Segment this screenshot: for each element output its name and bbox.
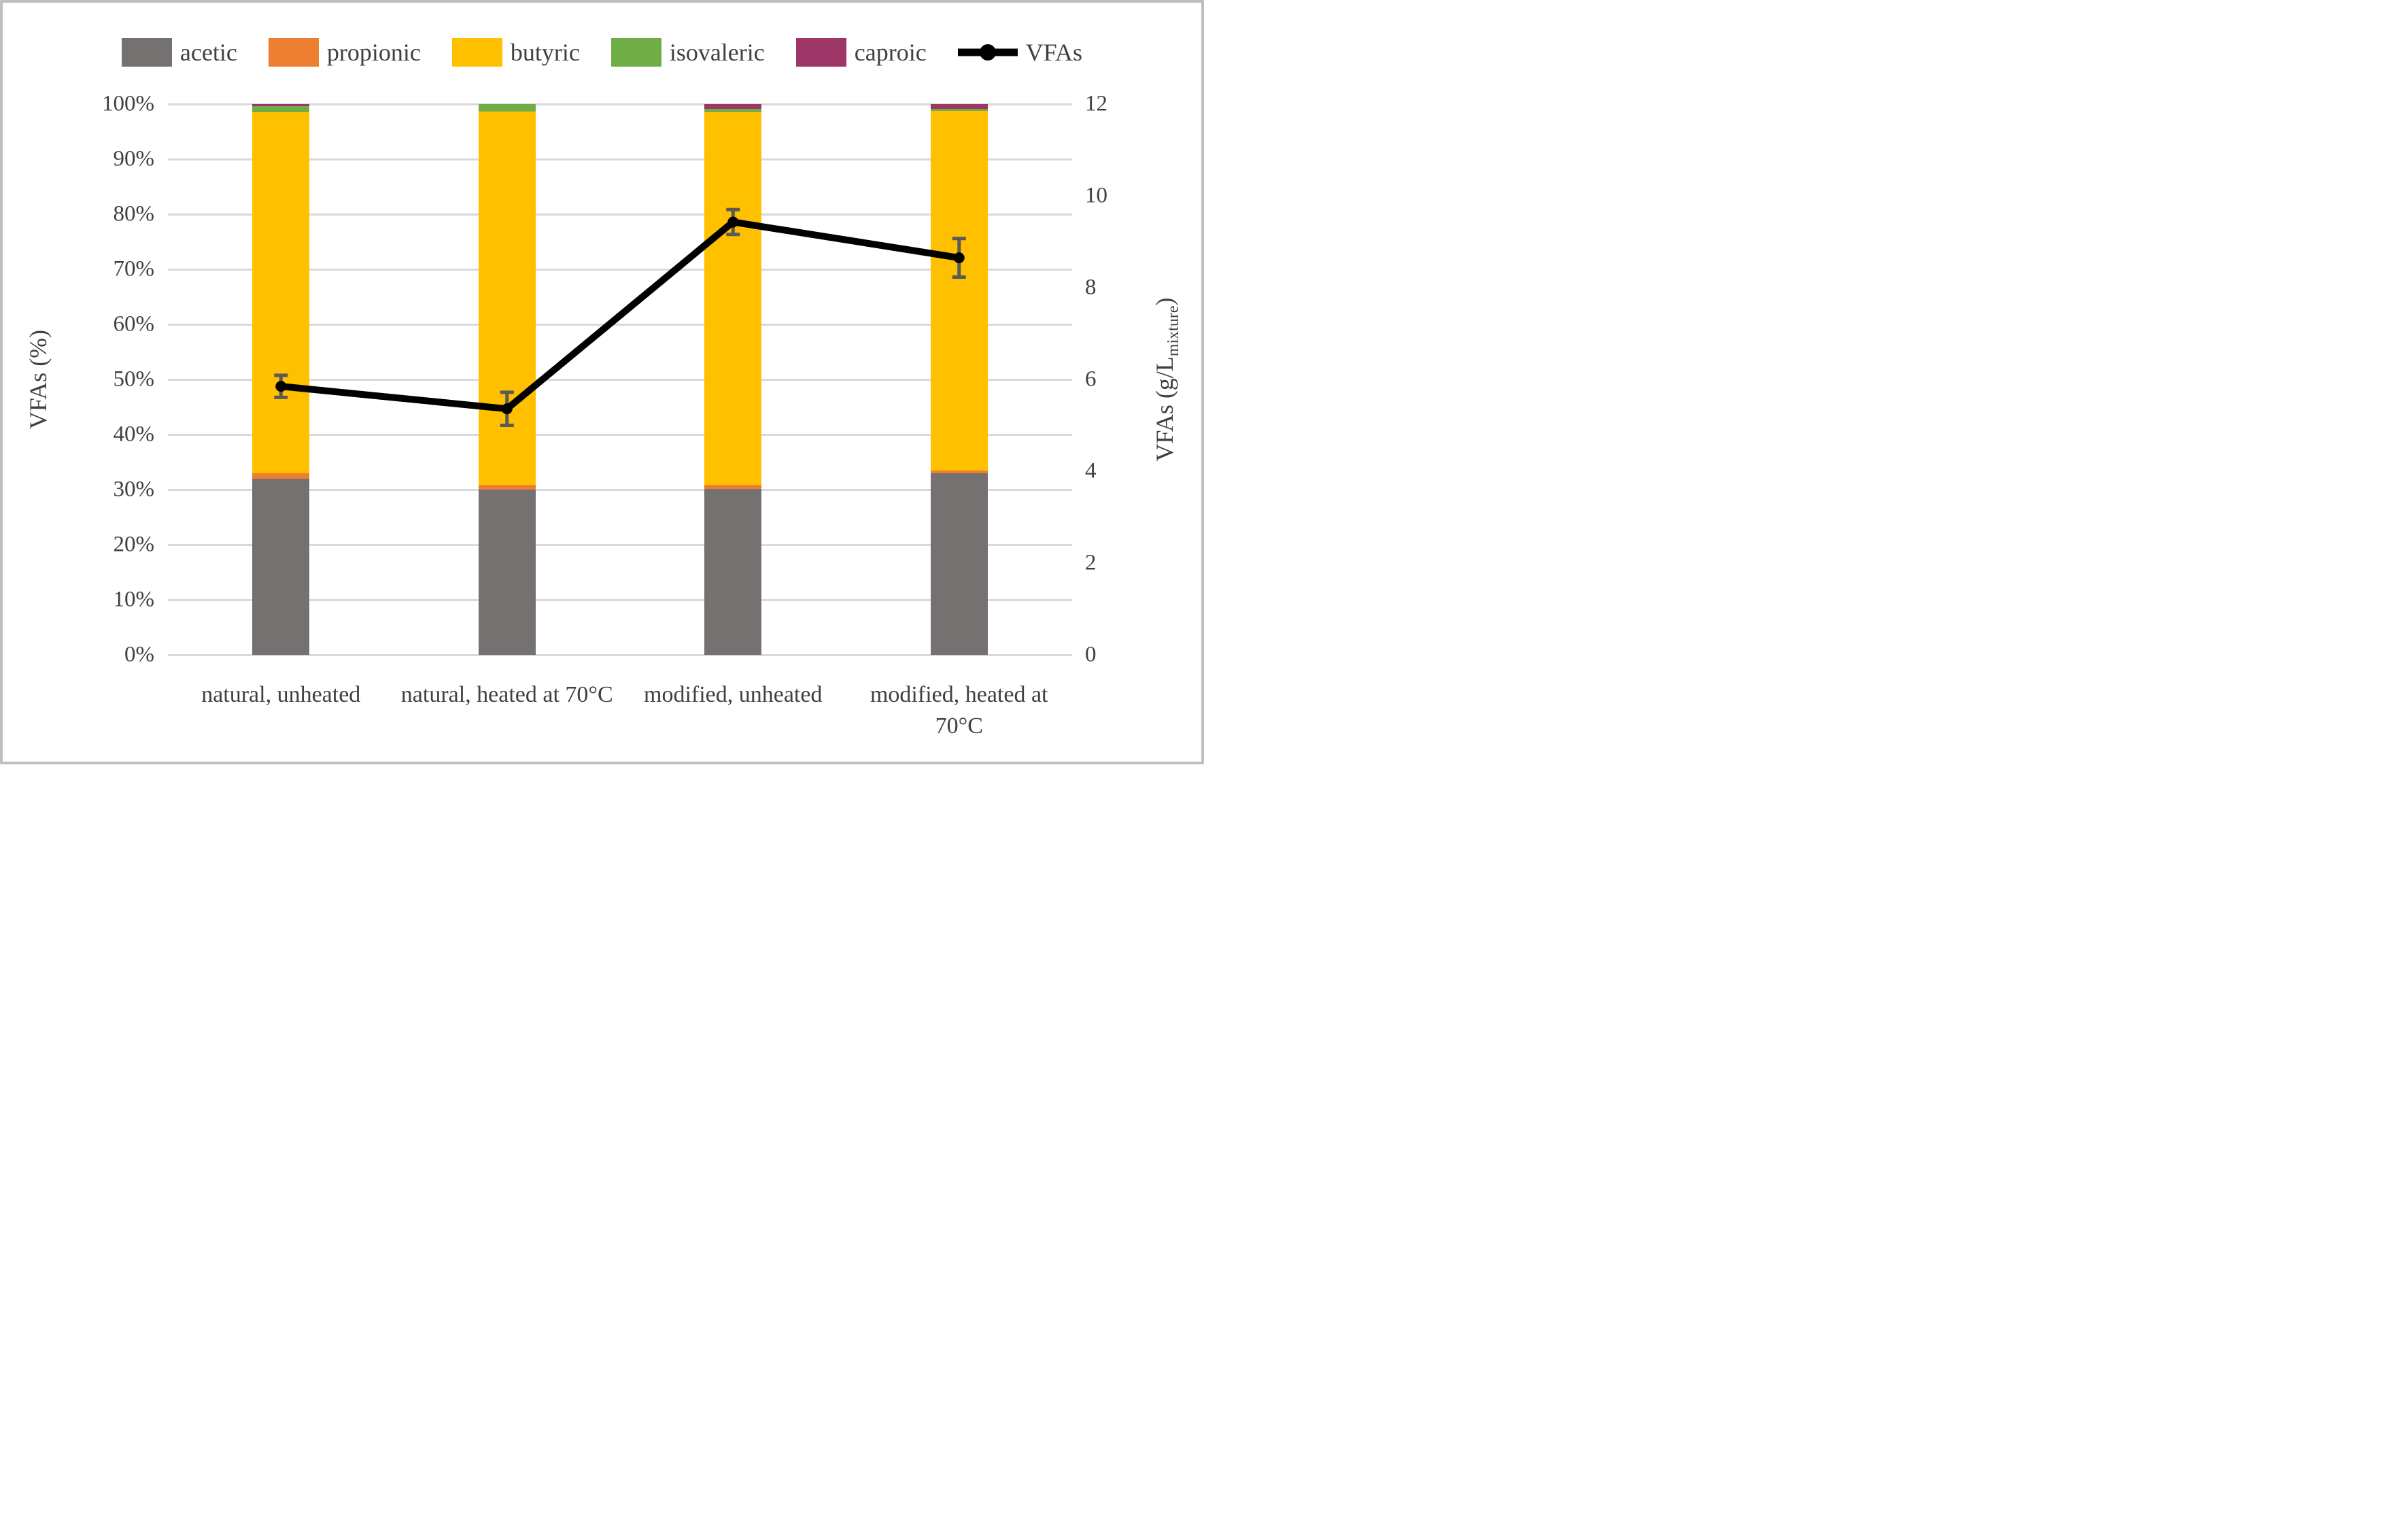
legend-label: acetic	[179, 39, 237, 66]
stacked-bar	[478, 104, 536, 655]
gridline	[168, 268, 1072, 271]
left-axis-tick: 80%	[113, 201, 155, 226]
x-axis-label: modified, unheated	[644, 682, 823, 707]
bar-segment-propionic	[478, 484, 536, 490]
legend-item-propionic: propionic	[268, 38, 421, 67]
left-axis-tick: 100%	[102, 91, 154, 116]
bar-segment-caproic	[930, 104, 988, 109]
x-axis-label: natural, unheated	[201, 682, 361, 707]
left-axis-tick: 10%	[113, 587, 155, 612]
bar-segment-propionic	[704, 484, 762, 490]
legend-label: propionic	[326, 39, 421, 66]
right-axis-tick: 12	[1085, 91, 1107, 116]
left-axis-tick: 0%	[124, 642, 154, 667]
bar-segment-butyric	[704, 112, 762, 485]
right-axis-tick: 0	[1085, 642, 1097, 667]
bar-segment-propionic	[252, 473, 310, 479]
bar-segment-isovaleric	[252, 106, 310, 113]
x-axis-label: natural, heated at 70°C	[400, 682, 613, 707]
gridline	[168, 323, 1072, 326]
left-axis-tick: 70%	[113, 256, 155, 282]
legend-line-marker-icon	[957, 44, 1018, 61]
gridline	[168, 378, 1072, 381]
bar-segment-acetic	[930, 473, 988, 655]
left-axis-tick: 40%	[113, 422, 155, 447]
bar-segment-propionic	[930, 470, 988, 473]
left-axis-tick: 60%	[113, 311, 155, 337]
data-point-marker	[275, 381, 287, 392]
left-axis-tick: 90%	[113, 146, 155, 171]
gridline	[168, 158, 1072, 160]
legend-item-VFAs: VFAs	[957, 38, 1083, 67]
bar-segment-isovaleric	[704, 109, 762, 113]
left-axis-tick: 30%	[113, 477, 155, 502]
gridline	[168, 433, 1072, 436]
gridline	[168, 103, 1072, 105]
legend-item-acetic: acetic	[121, 38, 237, 67]
chart-figure: acetic propionic butyric isovaleric caproic V…	[0, 0, 1204, 764]
x-axis-label: modified, heated at 70°C	[870, 682, 1048, 738]
gridline	[168, 488, 1072, 491]
legend-swatch-acetic-icon	[121, 38, 172, 67]
legend-item-butyric: butyric	[451, 38, 580, 67]
vfas-line-layer	[274, 207, 966, 427]
bar-segment-butyric	[252, 112, 310, 473]
right-axis-title-sub: mixture	[1165, 305, 1182, 357]
bar-segment-caproic	[252, 104, 310, 107]
legend-swatch-propionic-icon	[268, 38, 319, 67]
gridline	[168, 213, 1072, 216]
gridline	[168, 543, 1072, 546]
stacked-bar	[704, 104, 762, 655]
legend-item-caproic: caproic	[795, 38, 927, 67]
right-axis-tick: 2	[1085, 550, 1097, 575]
data-point-marker	[953, 252, 965, 264]
right-axis-tick: 4	[1085, 458, 1097, 483]
gridline	[168, 598, 1072, 601]
bar-segment-isovaleric	[478, 104, 536, 112]
chart-legend: acetic propionic butyric isovaleric caproic V…	[3, 38, 1201, 67]
bar-segment-butyric	[930, 110, 988, 471]
left-axis-tick: 50%	[113, 367, 155, 392]
bar-segment-isovaleric	[930, 109, 988, 111]
bar-segment-caproic	[704, 104, 762, 109]
stacked-bar	[930, 104, 988, 655]
data-point-marker	[501, 403, 513, 415]
legend-swatch-caproic-icon	[795, 38, 846, 67]
right-axis-tick: 6	[1085, 367, 1097, 392]
legend-item-isovaleric: isovaleric	[610, 38, 765, 67]
data-point-marker	[727, 216, 739, 228]
legend-label: caproic	[854, 39, 927, 66]
bar-segment-acetic	[704, 489, 762, 655]
plot-area	[168, 103, 1072, 656]
right-axis-tick: 8	[1085, 275, 1097, 300]
legend-label: VFAs	[1025, 39, 1083, 66]
right-axis-tick: 10	[1085, 183, 1107, 208]
bar-segment-acetic	[478, 490, 536, 655]
gridline	[168, 653, 1072, 656]
vfas-line	[280, 218, 960, 413]
legend-swatch-isovaleric-icon	[610, 38, 661, 67]
bar-segment-acetic	[252, 478, 310, 655]
stacked-bar	[252, 104, 310, 655]
legend-label: isovaleric	[669, 39, 765, 66]
legend-swatch-butyric-icon	[451, 38, 502, 67]
legend-label: butyric	[510, 39, 580, 66]
left-axis-tick: 20%	[113, 532, 155, 557]
